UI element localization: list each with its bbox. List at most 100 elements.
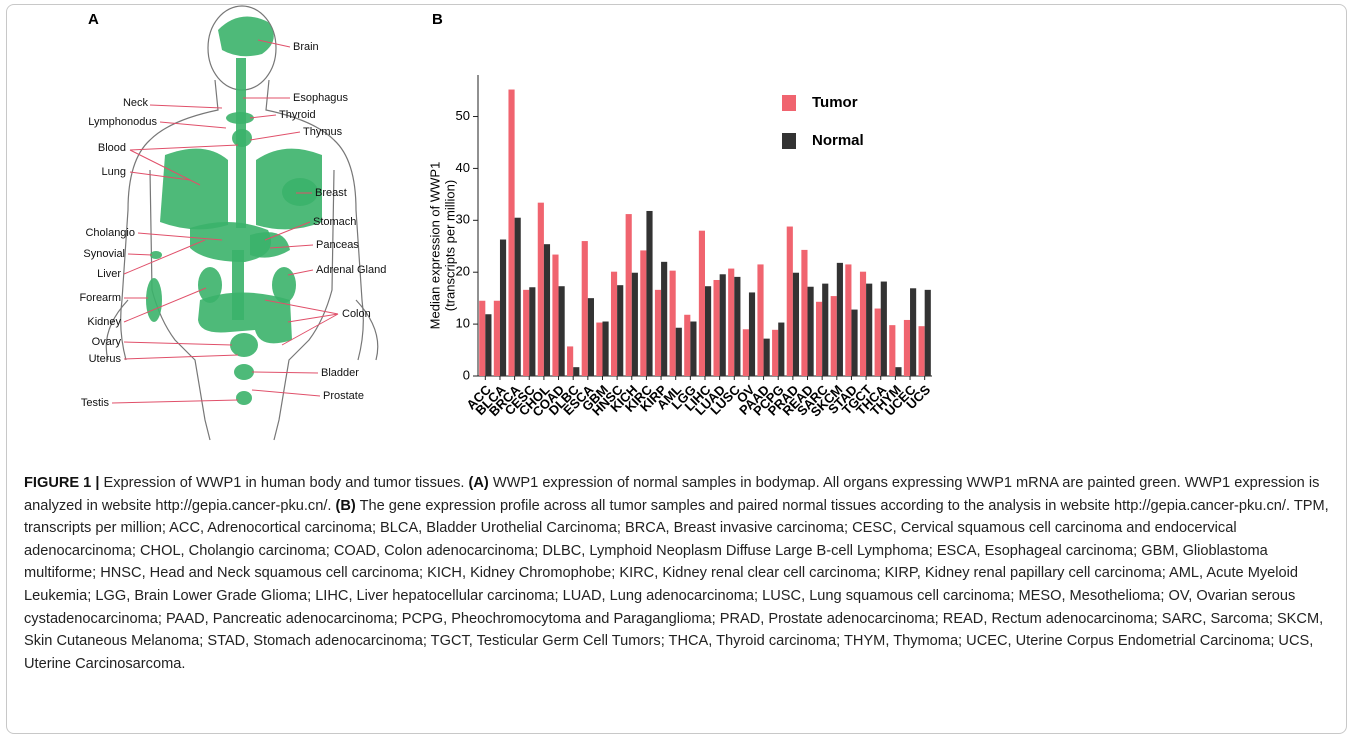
bar xyxy=(544,244,550,376)
panel-label: B xyxy=(432,11,443,28)
bar xyxy=(808,287,814,376)
organ-label: Neck xyxy=(123,97,149,109)
caption-text: FIGURE 1 | xyxy=(24,475,99,491)
bar xyxy=(889,325,895,376)
bar xyxy=(538,203,544,376)
bar xyxy=(713,280,719,376)
organ-label: Lymphonodus xyxy=(88,116,157,128)
y-tick-label: 20 xyxy=(456,264,470,279)
bar xyxy=(925,290,931,376)
organ-label: Esophagus xyxy=(293,92,349,104)
bar xyxy=(626,214,632,376)
organ-label: Blood xyxy=(98,142,126,154)
bar xyxy=(573,367,579,376)
bar xyxy=(646,211,652,376)
bar xyxy=(661,262,667,376)
legend-label: Tumor xyxy=(812,94,858,111)
bar xyxy=(772,330,778,376)
bar xyxy=(919,326,925,376)
page: {"panel_a": {"label": "A", "organs": ["B… xyxy=(0,0,1355,740)
bar xyxy=(632,273,638,376)
bar xyxy=(508,90,514,376)
bar xyxy=(676,328,682,376)
organ-label: Bladder xyxy=(321,367,359,379)
bar xyxy=(875,309,881,376)
caption-text: (A) xyxy=(469,475,489,491)
bar xyxy=(523,290,529,376)
bar xyxy=(728,269,734,376)
bar xyxy=(822,284,828,376)
bar xyxy=(720,274,726,376)
bar xyxy=(567,346,573,376)
bar xyxy=(866,284,872,376)
bar xyxy=(699,231,705,376)
y-tick-label: 30 xyxy=(456,212,470,227)
bar xyxy=(749,292,755,376)
bar xyxy=(816,302,822,376)
bar xyxy=(479,301,485,376)
organ-label: Adrenal Gland xyxy=(316,264,386,276)
organ-label: Synovial xyxy=(83,248,125,260)
organ-label: Cholangio xyxy=(85,227,135,239)
bar xyxy=(910,288,916,376)
organ-label: Colon xyxy=(342,308,371,320)
y-tick-label: 10 xyxy=(456,316,470,331)
bar xyxy=(611,272,617,376)
bar xyxy=(793,273,799,376)
bar xyxy=(851,310,857,376)
organ-label: Thyroid xyxy=(279,109,316,121)
y-tick-label: 40 xyxy=(456,160,470,175)
bar xyxy=(655,290,661,376)
panel-label: A xyxy=(88,11,99,28)
bar xyxy=(617,285,623,376)
bar xyxy=(500,240,506,376)
bar xyxy=(705,286,711,376)
bar xyxy=(529,287,535,376)
bar xyxy=(596,323,602,376)
bar xyxy=(764,339,770,376)
organ-label: Kidney xyxy=(87,316,121,328)
bar xyxy=(640,250,646,376)
organ-label: Testis xyxy=(81,397,110,409)
bar xyxy=(845,264,851,376)
bar xyxy=(904,320,910,376)
y-axis-label: Median expression of WWP1 xyxy=(427,162,442,330)
bar xyxy=(895,367,901,376)
organ-label: Uterus xyxy=(89,353,122,365)
bar xyxy=(881,282,887,376)
organ-label: Ovary xyxy=(92,336,122,348)
bar xyxy=(602,322,608,376)
bar xyxy=(494,301,500,376)
bar xyxy=(690,322,696,376)
legend-swatch xyxy=(782,133,796,149)
y-axis-label: (transcripts per million) xyxy=(442,180,457,311)
organ-label: Stomach xyxy=(313,216,356,228)
bar xyxy=(831,296,837,376)
legend-label: Normal xyxy=(812,132,864,149)
organ-label: Panceas xyxy=(316,239,359,251)
bar xyxy=(582,241,588,376)
bar xyxy=(743,329,749,376)
caption-text: Expression of WWP1 in human body and tum… xyxy=(104,475,465,491)
organ-label: Forearm xyxy=(79,292,121,304)
bar xyxy=(860,272,866,376)
bar xyxy=(485,314,491,376)
organ-label: Prostate xyxy=(323,390,364,402)
legend-swatch xyxy=(782,95,796,111)
bar xyxy=(515,218,521,376)
y-tick-label: 0 xyxy=(463,367,470,382)
organ-label: Lung xyxy=(102,166,126,178)
caption: FIGURE 1 | Expression of WWP1 in human b… xyxy=(24,472,1329,675)
bar xyxy=(684,315,690,376)
body-map: Brain Esophagus Neck Thyroid Lymphonodus… xyxy=(79,6,386,440)
bar xyxy=(757,264,763,376)
bar xyxy=(588,298,594,376)
caption-text: (B) xyxy=(336,498,356,514)
bar xyxy=(787,227,793,376)
caption-text: The gene expression profile across all t… xyxy=(24,498,1329,672)
organ-label: Brain xyxy=(293,41,319,53)
bar xyxy=(552,255,558,376)
bar xyxy=(559,286,565,376)
bar xyxy=(778,323,784,376)
